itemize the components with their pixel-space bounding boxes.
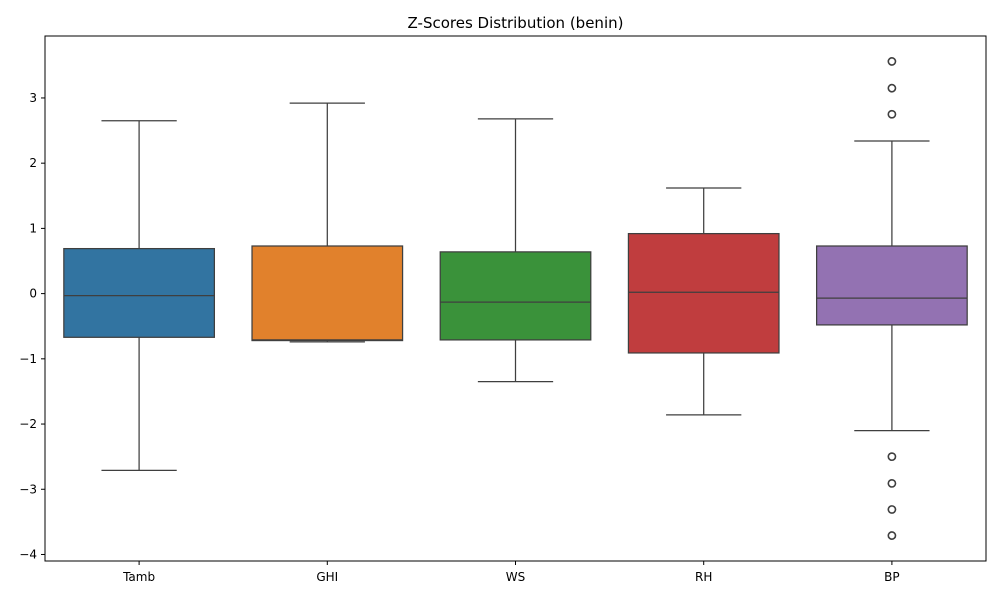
x-tick-label: Tamb [122,570,155,584]
outlier-point [887,505,897,514]
outlier-point [887,478,897,488]
x-tick-label: BP [884,570,899,584]
x-tick-label: WS [506,570,525,584]
y-tick-label: −1 [19,352,37,366]
outlier-point [887,109,897,119]
box-tamb [63,247,216,338]
plot-area [63,57,968,540]
box-group-ghi [251,102,404,343]
box-bp [815,245,968,326]
y-tick-label: −3 [19,482,37,496]
axes: −4 −3 −2 −1 0 1 2 3 Tamb GHI WS RH BP [19,35,987,584]
y-tick-label: 3 [29,91,37,105]
box-group-bp [815,57,968,540]
box-ws [439,251,592,341]
box-group-ws [439,118,592,383]
y-tick-label: 2 [29,156,37,170]
y-tick-label: −2 [19,417,37,431]
box-group-rh [627,187,780,416]
chart-title: Z-Scores Distribution (benin) [408,14,624,32]
outlier-point [887,83,897,93]
y-tick-label: 0 [29,287,37,301]
box-ghi [251,245,404,342]
x-tick-label: RH [695,570,712,584]
box-rh [627,232,780,354]
box-group-tamb [63,120,216,471]
outlier-point [887,452,897,462]
outlier-point [887,531,897,540]
y-tick-label: −4 [19,547,37,561]
outlier-point [887,57,897,66]
x-tick-label: GHI [316,570,338,584]
y-tick-label: 1 [29,221,37,235]
